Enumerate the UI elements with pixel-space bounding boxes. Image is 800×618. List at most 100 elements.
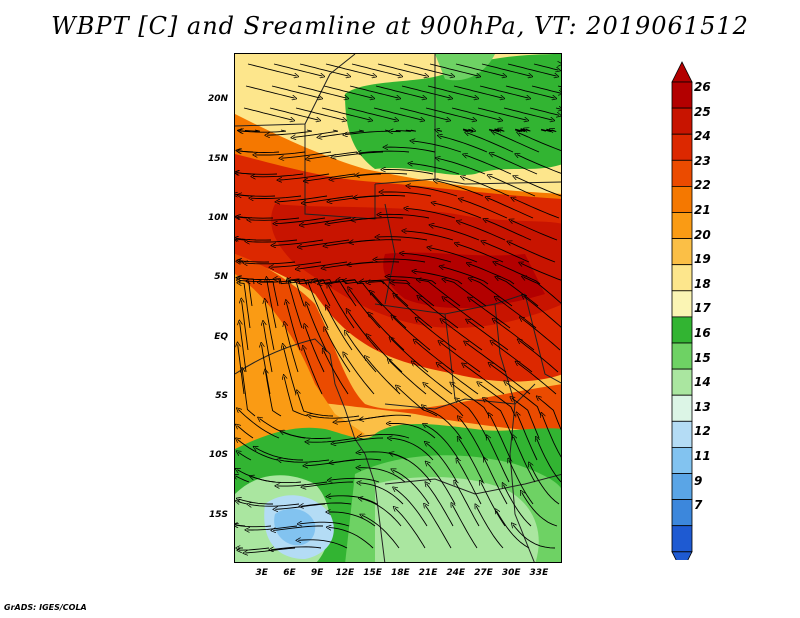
streamline [489, 176, 536, 197]
streamline [483, 242, 530, 263]
streamline [519, 341, 559, 373]
streamline [391, 339, 429, 373]
streamline [459, 222, 506, 241]
streamline [299, 63, 349, 76]
streamline [279, 173, 330, 180]
streamline [358, 468, 406, 483]
streamline [519, 133, 561, 152]
map-title: WBPT [C] and Sreamline at 900hPa, VT: 20… [51, 12, 749, 40]
streamline [238, 452, 252, 461]
streamline [391, 453, 432, 483]
streamline [537, 439, 561, 483]
streamline [417, 319, 457, 351]
streamline [349, 289, 381, 329]
streamline [271, 261, 322, 267]
streamline [370, 314, 405, 351]
colorbar-swatch [671, 446, 693, 474]
streamline [479, 383, 516, 417]
streamline [492, 342, 533, 373]
streamline [402, 253, 452, 263]
colorbar-swatch [671, 81, 693, 109]
streamline [300, 522, 350, 526]
colorbar-swatch [671, 159, 693, 187]
lon-label-12E: 12E [335, 568, 355, 578]
streamline [476, 506, 504, 549]
streamline [457, 399, 488, 439]
streamline [515, 177, 561, 197]
streamline [288, 280, 303, 329]
streamline [247, 240, 298, 242]
lon-label-21E: 21E [418, 568, 438, 578]
streamline [521, 318, 561, 351]
streamline [265, 371, 282, 417]
streamline [375, 85, 425, 98]
streamline [524, 277, 561, 304]
lat-label-10N: 10N [207, 213, 228, 224]
streamline [346, 332, 377, 373]
streamline [481, 63, 531, 76]
streamline [468, 321, 509, 351]
colorbar-bottom-arrow [671, 551, 693, 560]
streamline [467, 133, 514, 153]
streamline [389, 423, 436, 439]
streamline [488, 129, 505, 132]
streamline [357, 173, 408, 175]
wbpt-map [235, 54, 561, 562]
streamline [249, 218, 300, 220]
streamline [353, 218, 404, 221]
lon-label-18E: 18E [390, 568, 410, 578]
colorbar-label-7: 7 [694, 498, 703, 513]
streamline [512, 398, 540, 439]
colorbar-swatch [671, 342, 693, 370]
streamline [429, 248, 478, 263]
streamline [267, 279, 277, 329]
streamline [321, 107, 371, 120]
streamline [496, 298, 537, 329]
streamline [425, 384, 464, 417]
streamline [324, 351, 349, 395]
streamline [359, 483, 404, 505]
streamline [237, 426, 254, 439]
lat-label-EQ: EQ [214, 331, 228, 342]
streamline [425, 505, 452, 549]
streamline [351, 63, 401, 76]
streamline [297, 392, 334, 417]
streamline [301, 502, 352, 506]
streamline [533, 63, 558, 70]
lat-label-20N: 20N [207, 94, 228, 105]
streamline [237, 439, 278, 461]
streamline [252, 477, 302, 484]
streamline [265, 301, 275, 351]
colorbar-swatch [671, 499, 693, 527]
streamline [237, 173, 278, 175]
streamline [282, 432, 332, 439]
streamline [329, 527, 374, 549]
streamline [412, 141, 462, 153]
streamline [344, 354, 375, 395]
streamline [509, 242, 556, 263]
colorbar-label-13: 13 [694, 399, 711, 414]
streamline [242, 300, 249, 351]
streamline [238, 262, 244, 263]
streamline [239, 283, 251, 329]
streamline [328, 285, 355, 329]
streamline [240, 322, 247, 373]
streamline [444, 298, 485, 329]
streamline [295, 107, 345, 120]
streamline [366, 357, 401, 395]
streamline [466, 343, 507, 373]
lat-label-15S: 15S [208, 509, 228, 520]
streamline [239, 151, 280, 153]
streamline [462, 129, 473, 131]
colorbar-label-19: 19 [694, 252, 711, 267]
streamline [493, 132, 540, 153]
streamline [390, 438, 434, 461]
streamline [303, 481, 354, 487]
streamline [392, 283, 435, 307]
streamline [427, 463, 456, 505]
streamline [325, 63, 375, 76]
streamline [255, 151, 306, 155]
streamline [260, 278, 307, 284]
streamline [383, 170, 434, 175]
streamline [469, 264, 515, 285]
